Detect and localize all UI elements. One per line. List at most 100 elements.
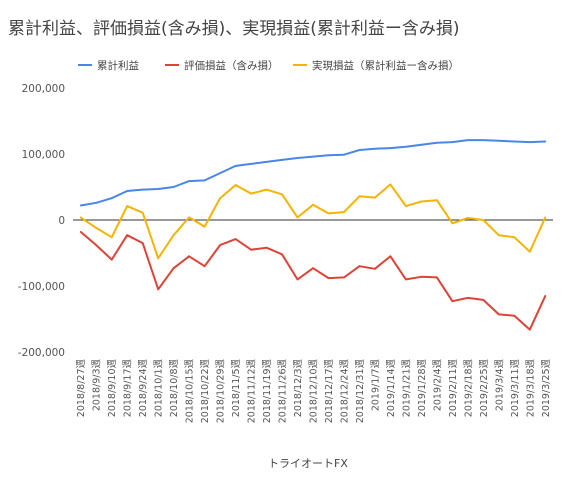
x-tick-label: 2019/2/4週 — [431, 359, 443, 412]
data-point — [172, 186, 175, 188]
data-point — [343, 153, 345, 156]
x-tick-label: 2018/11/12週 — [246, 359, 258, 424]
x-tick-label: 2019/1/14週 — [385, 359, 397, 418]
y-tick-label: 0 — [58, 215, 65, 227]
data-point — [141, 242, 144, 245]
data-point — [265, 161, 268, 163]
x-tick-label: 2019/2/11週 — [447, 359, 459, 418]
data-point — [482, 219, 485, 221]
data-point — [95, 244, 98, 246]
data-point — [157, 257, 160, 260]
data-point — [312, 203, 314, 206]
data-point — [250, 248, 252, 251]
data-point — [265, 188, 268, 191]
data-point — [343, 211, 345, 213]
data-point — [374, 267, 376, 270]
data-point — [296, 157, 299, 159]
data-point — [157, 288, 160, 291]
data-point — [544, 140, 547, 143]
data-point — [219, 197, 221, 200]
data-point — [358, 265, 361, 268]
data-point — [420, 200, 423, 203]
data-point — [513, 314, 516, 317]
data-point — [420, 275, 423, 278]
chart-title: 累計利益、評価損益(含み損)、実現損益(累計利益ー含み損) — [8, 19, 460, 39]
data-point — [188, 216, 191, 219]
data-point — [110, 258, 113, 261]
data-point — [110, 236, 113, 239]
data-point — [126, 205, 129, 208]
data-point — [234, 238, 237, 241]
data-point — [203, 265, 206, 268]
x-tick-label: 2018/9/24週 — [137, 359, 149, 418]
legend-label-realized: 実現損益（累計利益ー含み損） — [312, 59, 459, 72]
data-point — [389, 147, 392, 149]
legend-label-cumulative: 累計利益 — [97, 59, 139, 72]
data-point — [312, 155, 314, 158]
data-point — [327, 277, 330, 279]
data-point — [188, 180, 191, 182]
data-point — [528, 328, 531, 331]
x-tick-label: 2018/12/24週 — [338, 359, 350, 424]
x-tick-label: 2019/3/18週 — [524, 359, 536, 418]
data-point — [250, 163, 252, 165]
x-tick-label: 2018/10/15週 — [184, 359, 196, 424]
data-point — [203, 225, 206, 228]
data-point — [405, 205, 407, 208]
x-tick-label: 2018/12/10週 — [308, 359, 320, 424]
series-group — [79, 139, 547, 331]
data-point — [234, 184, 237, 186]
x-tick-label: 2018/10/22週 — [199, 359, 211, 424]
data-point — [451, 141, 454, 144]
data-point — [420, 143, 423, 146]
legend: 累計利益 評価損益（含み損） 実現損益（累計利益ー含み損） — [78, 59, 459, 72]
x-tick-label: 2019/2/18週 — [462, 359, 474, 418]
data-point — [219, 172, 221, 175]
data-point — [435, 141, 438, 144]
data-point — [358, 149, 361, 151]
data-point — [327, 154, 330, 157]
data-point — [79, 230, 82, 233]
data-point — [497, 139, 500, 142]
data-point — [157, 188, 160, 190]
data-point — [544, 216, 547, 219]
data-point — [95, 201, 98, 204]
data-point — [126, 190, 129, 192]
data-point — [343, 276, 345, 279]
data-point — [482, 139, 485, 142]
x-tick-label: 2018/9/17週 — [122, 359, 134, 418]
data-point — [513, 236, 516, 239]
data-point — [497, 313, 500, 316]
data-point — [281, 193, 283, 196]
legend-label-unrealized: 評価損益（含み損） — [184, 59, 279, 72]
data-point — [358, 195, 361, 198]
data-point — [250, 192, 252, 195]
data-point — [435, 199, 438, 202]
series-line-3 — [80, 183, 547, 260]
data-point — [172, 267, 175, 270]
data-point — [281, 159, 283, 161]
data-point — [374, 196, 376, 199]
data-point — [312, 267, 314, 270]
x-tick-label: 2019/1/28週 — [416, 359, 428, 418]
data-point — [95, 227, 98, 229]
x-tick-label: 2018/11/26週 — [277, 359, 289, 424]
x-tick-label: 2018/10/8週 — [168, 359, 180, 418]
x-tick-label: 2018/8/27週 — [75, 359, 87, 418]
data-point — [482, 298, 485, 301]
data-point — [234, 164, 237, 167]
data-point — [389, 255, 392, 258]
data-point — [405, 145, 407, 148]
x-tick-label: 2018/11/5週 — [230, 359, 242, 418]
data-point — [126, 234, 129, 237]
x-tick-label: 2019/2/25週 — [478, 359, 490, 418]
x-tick-label: 2019/3/11週 — [509, 359, 521, 418]
x-tick-label: 2018/12/17週 — [323, 359, 335, 424]
x-tick-label: 2019/3/4週 — [493, 359, 505, 412]
data-point — [203, 179, 206, 182]
y-axis: -200,000 -100,000 0 100,000 200,000 — [18, 83, 65, 359]
data-point — [528, 141, 531, 144]
data-point — [296, 216, 299, 219]
x-tick-label: 2018/10/29週 — [215, 359, 227, 424]
